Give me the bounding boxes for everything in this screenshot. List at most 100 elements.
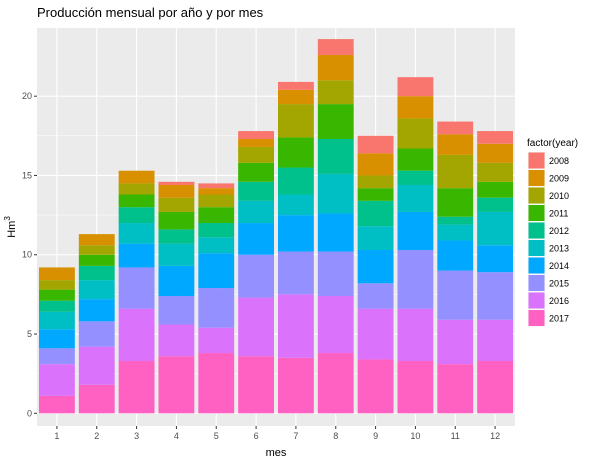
x-tick-label: 10	[410, 431, 420, 441]
bar-segment-2014	[118, 243, 155, 268]
bar-segment-2013	[38, 311, 75, 330]
bar-segment-2011	[238, 162, 275, 182]
bar-segment-2010	[238, 146, 275, 163]
x-axis-ticks: 1 2 3 4 5 6 7 8 9 10 11 12	[54, 426, 500, 441]
bar-segment-2015	[477, 272, 514, 320]
bar-segment-2014	[238, 223, 275, 255]
x-tick-label: 4	[174, 431, 179, 441]
legend-label-2011: 2011	[549, 209, 568, 219]
y-tick-label: 15	[22, 170, 32, 180]
bar-segment-2016	[198, 327, 235, 354]
bar-segment-2013	[437, 224, 474, 241]
legend-swatch-2010	[528, 187, 545, 204]
legend-swatch-2014	[528, 257, 545, 274]
bar-segment-2010	[38, 280, 75, 290]
bar-segment-2017	[357, 359, 394, 414]
bar-segment-2014	[277, 215, 314, 252]
x-tick-label: 6	[254, 431, 259, 441]
bar-segment-2017	[317, 353, 354, 414]
bar-segment-2008	[238, 131, 275, 139]
bar-segment-2009	[78, 234, 115, 246]
legend-label-2014: 2014	[549, 261, 569, 271]
bar-segment-2015	[238, 254, 275, 298]
bar-segment-2011	[158, 211, 195, 230]
bar-segment-2014	[198, 253, 235, 289]
x-tick-label: 12	[490, 431, 500, 441]
bar-segment-2010	[158, 197, 195, 212]
bar-segment-2012	[118, 207, 155, 224]
bar-segment-2013	[238, 200, 275, 224]
bar-segment-2012	[238, 181, 275, 201]
bar-segment-2008	[317, 39, 354, 55]
plot-panel	[37, 28, 515, 426]
chart-title: Producción mensual por año y por mes	[37, 5, 264, 20]
bar-segment-2011	[397, 148, 434, 171]
bar-segment-2013	[78, 280, 115, 300]
legend-items: 2008 2009 2010 2011 2012 2013 2014 2015 2016 2017	[528, 152, 569, 327]
legend-label-2012: 2012	[549, 226, 569, 236]
bar-segment-2014	[477, 245, 514, 273]
legend-title: factor(year)	[527, 138, 578, 149]
bar-segment-2017	[158, 356, 195, 414]
bar-segment-2010	[357, 175, 394, 189]
bars	[38, 39, 514, 414]
bar-segment-2017	[277, 357, 314, 414]
bar-segment-2011	[477, 181, 514, 198]
bar-segment-2013	[277, 194, 314, 216]
bar-segment-2016	[118, 308, 155, 361]
bar-segment-2011	[357, 188, 394, 201]
bar-segment-2008	[158, 181, 195, 185]
bar-segment-2013	[357, 226, 394, 250]
bar-segment-2011	[437, 188, 474, 217]
bar-segment-2013	[158, 243, 195, 266]
bar-segment-2017	[38, 395, 75, 414]
bar-segment-2015	[38, 348, 75, 365]
bar-segment-2017	[477, 360, 514, 414]
bar-segment-2010	[397, 118, 434, 149]
bar-segment-2015	[437, 270, 474, 320]
bar-segment-2016	[437, 319, 474, 365]
bar-segment-2015	[397, 249, 434, 309]
bar-segment-2008	[477, 131, 514, 144]
legend-label-2016: 2016	[549, 296, 569, 306]
bar-segment-2017	[78, 384, 115, 414]
bar-segment-2017	[397, 360, 434, 414]
bar-segment-2016	[238, 297, 275, 357]
bar-segment-2009	[38, 267, 75, 281]
y-axis-title-superscript: 3	[3, 216, 12, 221]
bar-segment-2017	[238, 356, 275, 414]
bar-segment-2017	[118, 360, 155, 414]
bar-segment-2017	[437, 364, 474, 414]
bar-segment-2015	[118, 267, 155, 309]
legend-label-2015: 2015	[549, 279, 569, 289]
y-axis-ticks: 0 5 10 15 20	[22, 91, 37, 418]
bar-segment-2015	[158, 295, 195, 325]
bar-segment-2012	[198, 223, 235, 238]
legend-label-2010: 2010	[549, 191, 569, 201]
bar-segment-2009	[158, 184, 195, 198]
legend-swatch-2009	[528, 170, 545, 186]
x-tick-label: 7	[293, 431, 298, 441]
legend-label-2013: 2013	[549, 244, 569, 254]
bar-segment-2016	[397, 308, 434, 361]
bar-segment-2014	[78, 299, 115, 322]
legend-swatch-2008	[528, 152, 545, 169]
bar-segment-2014	[397, 211, 434, 250]
bar-segment-2012	[38, 300, 75, 312]
bar-segment-2013	[477, 211, 514, 246]
bar-segment-2015	[317, 251, 354, 296]
y-axis-title-main: Hm	[6, 221, 18, 238]
bar-segment-2009	[397, 96, 434, 119]
bar-segment-2014	[357, 249, 394, 284]
bar-segment-2014	[317, 213, 354, 252]
bar-segment-2013	[118, 223, 155, 244]
bar-segment-2017	[198, 353, 235, 414]
bar-segment-2009	[357, 153, 394, 176]
legend-swatch-2012	[528, 222, 545, 239]
bar-segment-2009	[238, 138, 275, 147]
bar-segment-2014	[38, 329, 75, 349]
bar-segment-2008	[277, 81, 314, 90]
x-tick-label: 5	[214, 431, 219, 441]
y-tick-label: 20	[22, 91, 32, 101]
bar-segment-2016	[357, 308, 394, 360]
